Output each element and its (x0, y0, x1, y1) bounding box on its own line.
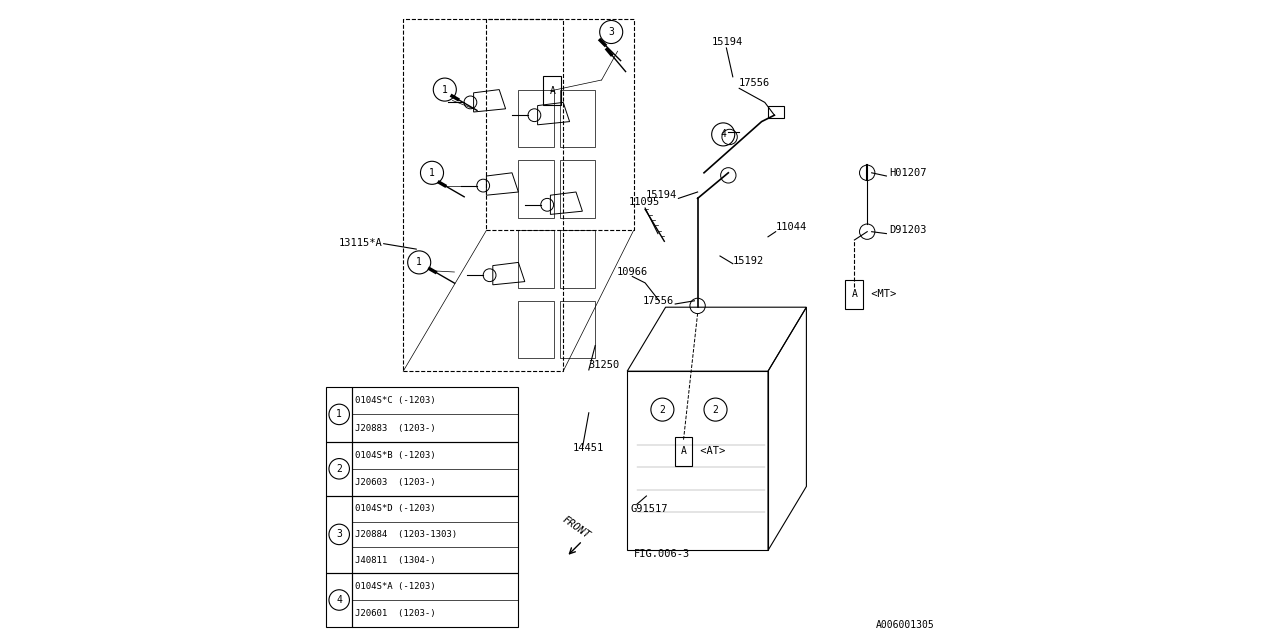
Bar (352, 573, 518, 627)
Text: 1: 1 (416, 257, 422, 268)
Text: J20883  (1203-): J20883 (1203-) (356, 424, 435, 433)
Bar (561, 160, 595, 218)
Text: 0104S*A (-1203): 0104S*A (-1203) (356, 582, 435, 591)
Text: 11044: 11044 (776, 222, 806, 232)
Bar (403, 19, 563, 371)
Text: 1: 1 (442, 84, 448, 95)
Text: 1: 1 (337, 410, 342, 419)
Text: 11095: 11095 (630, 196, 660, 207)
Bar (486, 19, 634, 230)
Bar (561, 230, 595, 288)
Text: 15194: 15194 (712, 36, 742, 47)
Bar (352, 387, 518, 442)
Text: 2: 2 (337, 464, 342, 474)
Text: 2: 2 (713, 404, 718, 415)
Text: 0104S*D (-1203): 0104S*D (-1203) (356, 504, 435, 513)
Text: 31250: 31250 (589, 360, 620, 370)
Text: 0104S*C (-1203): 0104S*C (-1203) (356, 396, 435, 405)
Text: 0104S*B (-1203): 0104S*B (-1203) (356, 451, 435, 460)
Bar (518, 301, 554, 358)
Bar (561, 301, 595, 358)
Text: 14451: 14451 (573, 443, 604, 453)
Bar (561, 90, 595, 147)
Text: A: A (549, 86, 556, 96)
Text: J20884  (1203-1303): J20884 (1203-1303) (356, 530, 457, 539)
Bar (352, 442, 518, 496)
Text: A: A (681, 446, 686, 456)
Text: H01207: H01207 (890, 168, 927, 178)
Text: 13115*A: 13115*A (339, 238, 383, 248)
Bar (845, 280, 863, 309)
Text: G91517: G91517 (630, 504, 668, 514)
Bar (518, 90, 554, 147)
Bar (518, 160, 554, 218)
Text: <AT>: <AT> (694, 446, 726, 456)
Bar (518, 230, 554, 288)
Text: J20603  (1203-): J20603 (1203-) (356, 478, 435, 487)
Bar (768, 106, 783, 118)
Bar (326, 496, 352, 573)
Text: J20601  (1203-): J20601 (1203-) (356, 609, 435, 618)
Text: 10966: 10966 (617, 267, 648, 277)
Text: 17556: 17556 (643, 296, 675, 306)
Text: FIG.006-3: FIG.006-3 (634, 548, 690, 559)
Bar (326, 573, 352, 627)
Text: <MT>: <MT> (865, 289, 896, 300)
Text: A: A (851, 289, 858, 300)
Text: 17556: 17556 (740, 78, 771, 88)
Text: A006001305: A006001305 (876, 620, 934, 630)
Text: D91203: D91203 (890, 225, 927, 236)
Bar (326, 442, 352, 496)
Bar (326, 387, 352, 442)
Text: 15194: 15194 (646, 190, 677, 200)
Text: 2: 2 (659, 404, 666, 415)
Text: 4: 4 (337, 595, 342, 605)
Text: 15192: 15192 (732, 256, 764, 266)
Bar (544, 76, 561, 106)
Text: J40811  (1304-): J40811 (1304-) (356, 556, 435, 564)
Text: 3: 3 (337, 529, 342, 540)
Text: FRONT: FRONT (561, 515, 591, 541)
Text: 4: 4 (721, 129, 726, 140)
Text: 3: 3 (608, 27, 614, 37)
Bar (675, 437, 692, 466)
Bar (352, 496, 518, 573)
Text: 1: 1 (429, 168, 435, 178)
